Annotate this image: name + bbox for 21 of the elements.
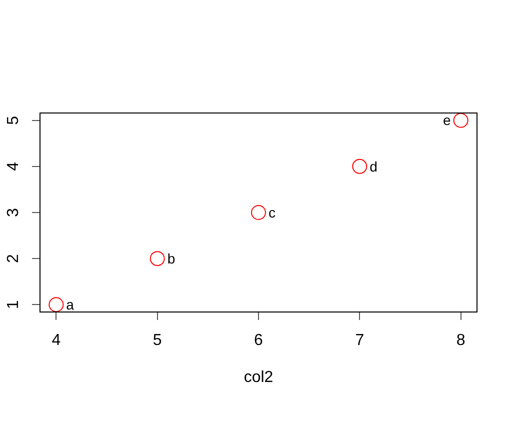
point	[352, 158, 368, 174]
data-label: b	[167, 250, 176, 266]
y-tick-label: 4	[4, 162, 22, 171]
x-tick-label: 5	[152, 332, 162, 350]
point	[150, 251, 165, 266]
y-tick-label: 5	[4, 116, 22, 125]
data-label: c	[268, 204, 276, 220]
data-label: a	[66, 296, 74, 312]
x-tick-label: 7	[355, 332, 364, 350]
point	[251, 205, 266, 220]
data-label: e	[443, 112, 452, 128]
x-axis-title: col2	[244, 368, 274, 386]
x-tick-label: 4	[52, 332, 61, 350]
y-tick-label: 1	[4, 300, 22, 310]
data-label: d	[370, 158, 378, 174]
point	[453, 113, 468, 128]
y-tick-label: 3	[4, 208, 22, 217]
x-tick-label: 6	[254, 332, 264, 350]
point	[48, 297, 64, 312]
y-tick-label: 2	[4, 254, 22, 264]
x-tick-label: 8	[456, 332, 466, 350]
